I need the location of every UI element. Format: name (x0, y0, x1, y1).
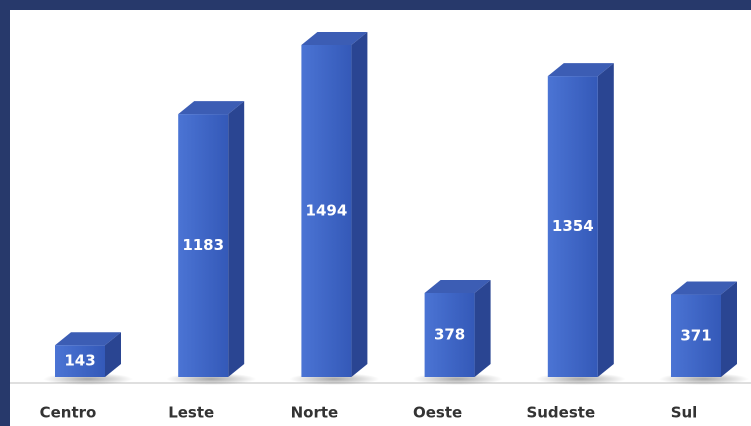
bar (301, 45, 352, 377)
bar (424, 293, 475, 377)
data-label: 1494 (306, 202, 348, 220)
bar-top (671, 281, 737, 295)
bar-top (55, 332, 121, 346)
bar (178, 114, 229, 377)
x-tick-label: Sul (671, 404, 698, 422)
x-tick-label: Centro (40, 404, 97, 422)
bar-side (105, 332, 121, 377)
bar-top (178, 101, 245, 115)
data-label: 371 (680, 326, 711, 344)
plot-background (10, 10, 751, 426)
data-label: 1354 (552, 217, 594, 235)
bar-side (351, 32, 368, 377)
data-label: 143 (64, 352, 95, 370)
bar (547, 76, 598, 377)
data-label: 378 (434, 326, 465, 344)
x-tick-label: Norte (291, 404, 339, 422)
bar-side (597, 63, 614, 377)
bar-side (228, 101, 245, 377)
data-label: 1183 (182, 236, 224, 254)
bar (55, 345, 105, 377)
x-tick-label: Oeste (413, 404, 462, 422)
bar (671, 294, 721, 377)
bar-top (547, 63, 614, 77)
x-tick-label: Sudeste (526, 404, 595, 422)
bar-top (301, 32, 368, 45)
bar-top (424, 280, 491, 293)
bar-side (721, 281, 737, 377)
x-tick-label: Leste (168, 404, 214, 422)
bar-side (474, 280, 491, 377)
